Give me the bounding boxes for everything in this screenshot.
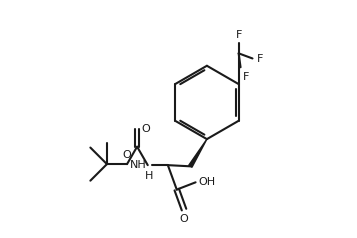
Text: H: H (145, 171, 153, 181)
Polygon shape (189, 139, 207, 167)
Text: O: O (122, 150, 131, 160)
Text: F: F (243, 72, 249, 82)
Text: F: F (257, 55, 263, 64)
Text: O: O (141, 124, 150, 134)
Text: OH: OH (198, 177, 215, 187)
Text: F: F (236, 30, 242, 40)
Text: NH: NH (130, 160, 147, 170)
Text: O: O (180, 214, 188, 224)
